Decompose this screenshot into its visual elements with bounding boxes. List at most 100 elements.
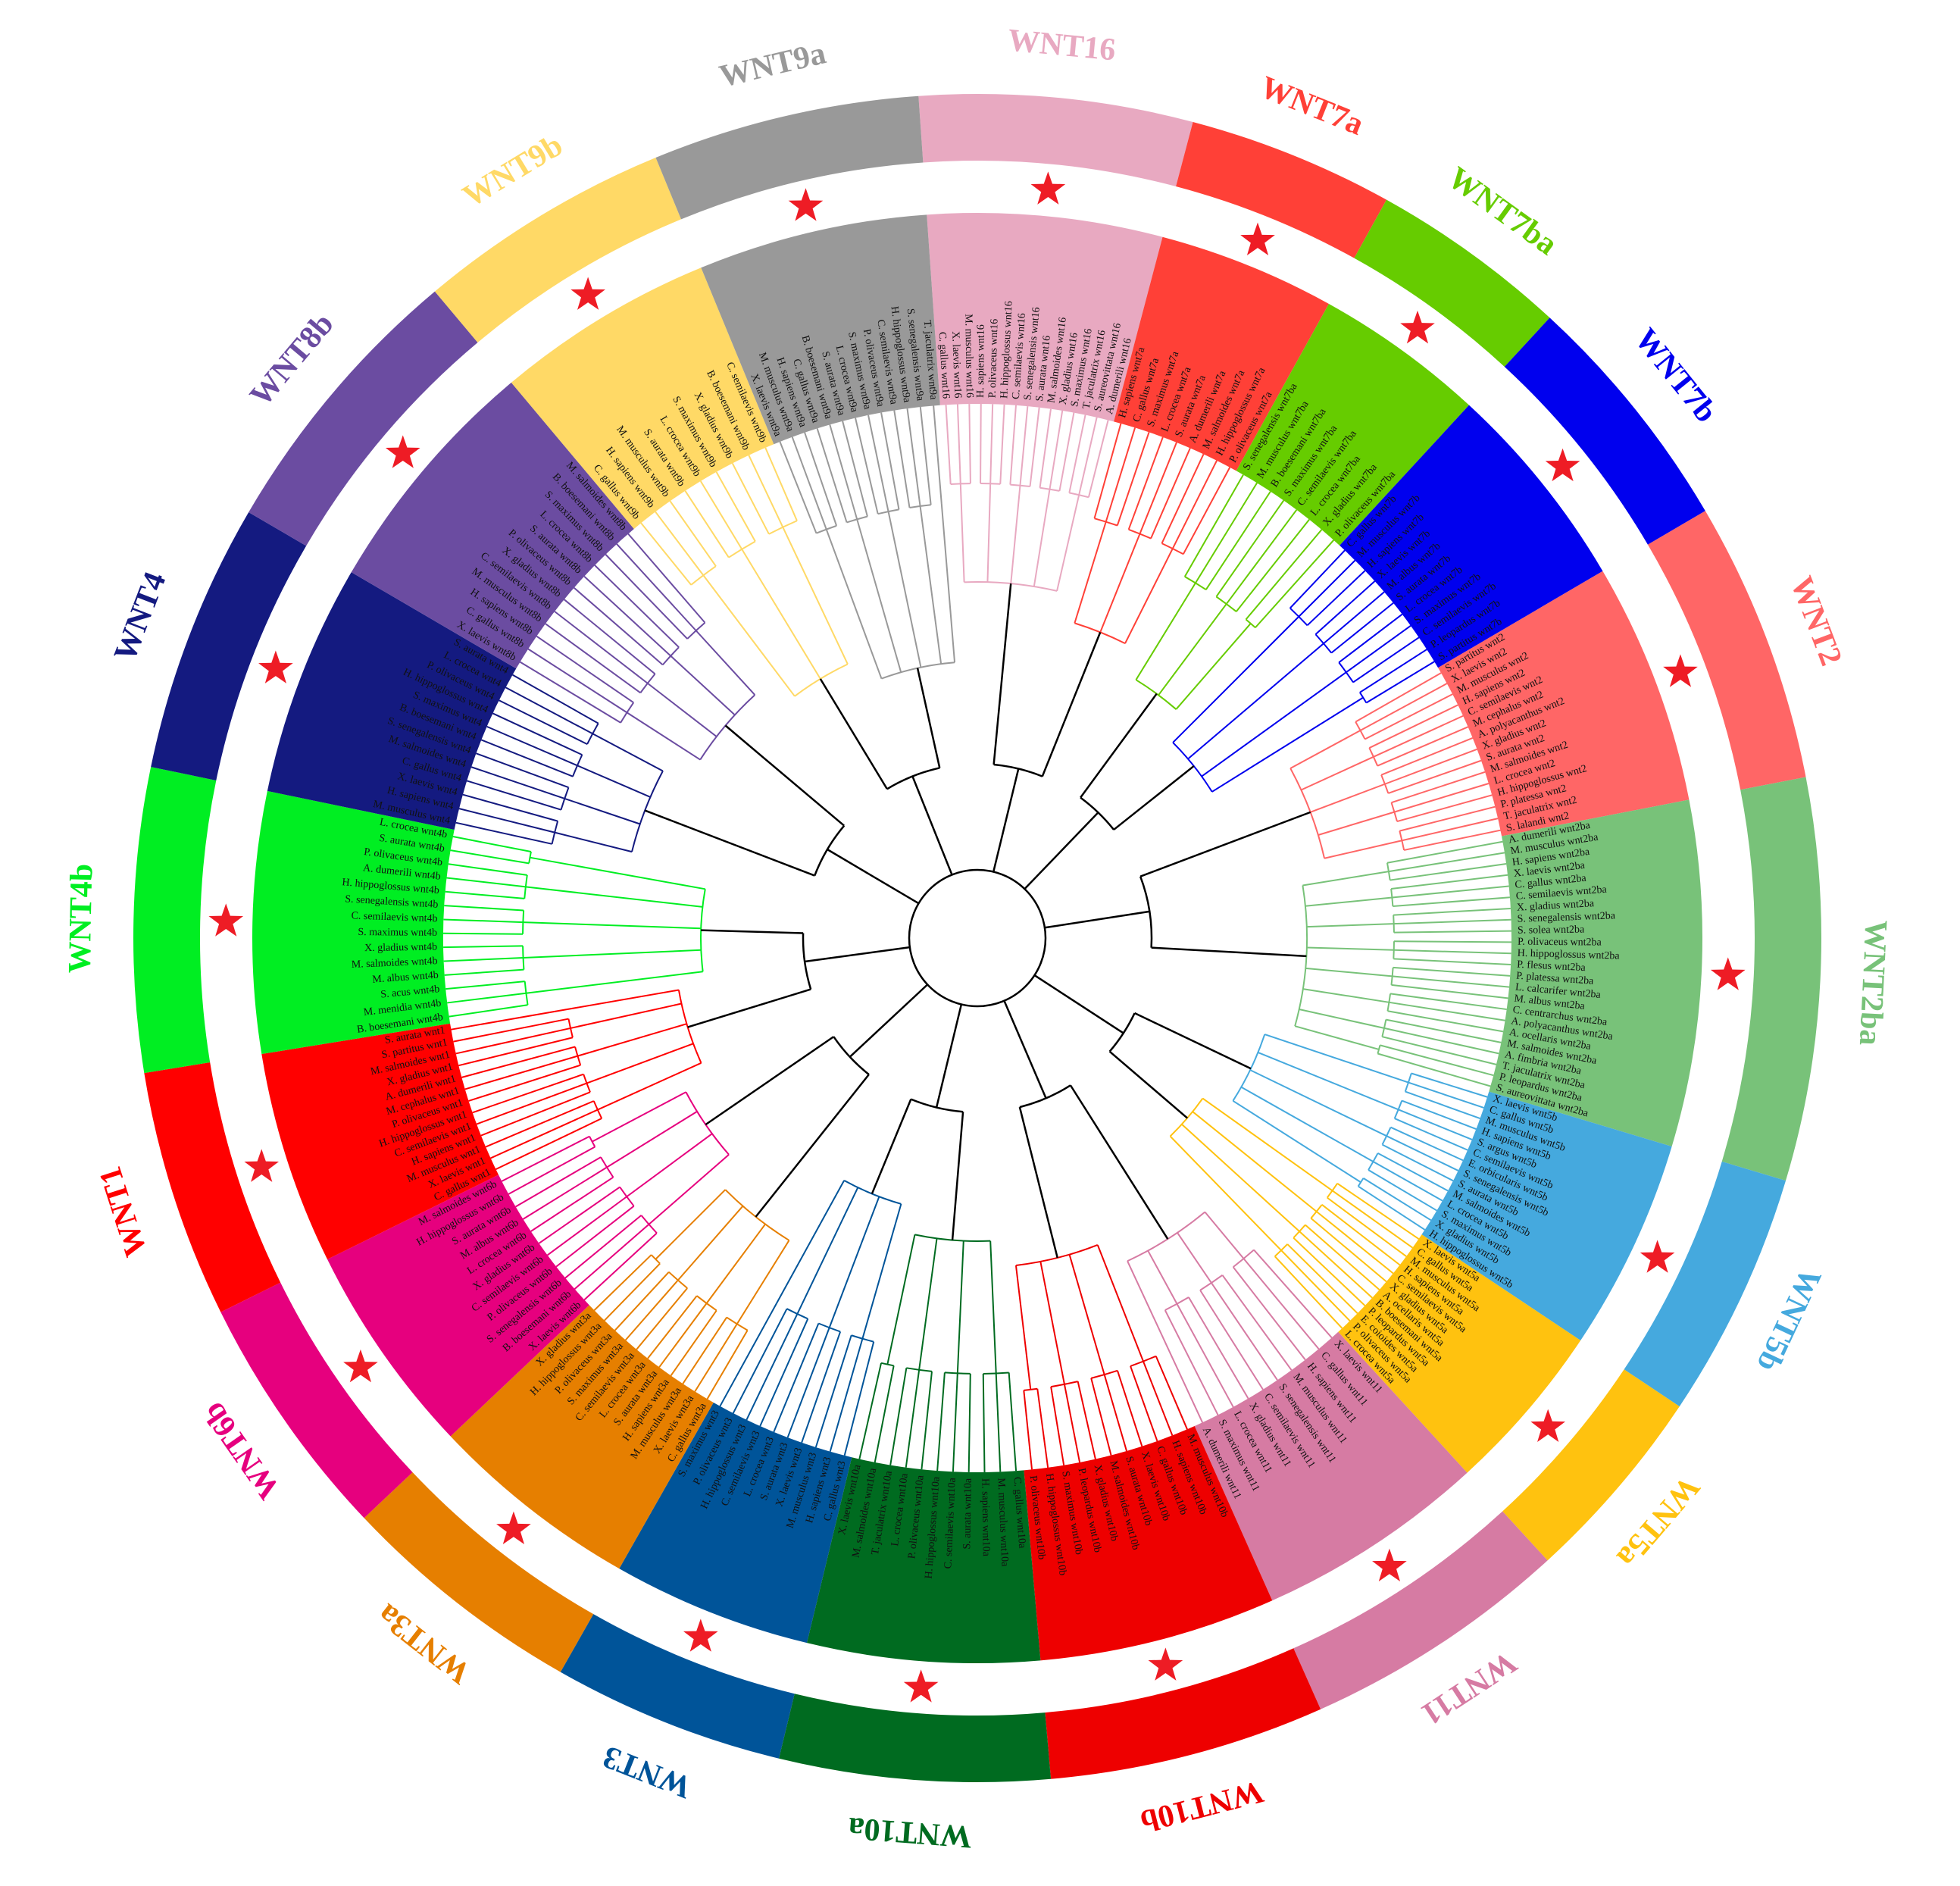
- branch: [1286, 1243, 1358, 1314]
- branch: [858, 1362, 883, 1459]
- branch: [919, 505, 942, 665]
- branch: [1368, 1153, 1379, 1171]
- branch: [523, 949, 702, 959]
- branch: [1393, 949, 1511, 955]
- branch: [577, 765, 651, 798]
- backbone-branch: [993, 583, 1012, 765]
- branch: [1009, 405, 1017, 485]
- branch: [1274, 1243, 1288, 1257]
- branch: [1039, 486, 1060, 492]
- branch: [1187, 643, 1324, 760]
- backbone-branch: [1019, 1084, 1071, 1109]
- branch: [1405, 1090, 1480, 1120]
- leaf-label: P. olivaceus wnt16: [987, 319, 1001, 399]
- branch: [887, 511, 922, 668]
- branch: [779, 441, 817, 534]
- backbone-branch: [993, 768, 1020, 872]
- branch: [605, 554, 688, 640]
- branch: [696, 1295, 717, 1312]
- branch: [444, 968, 524, 976]
- branch: [940, 503, 956, 663]
- leaf-label: S. senegalensis wnt4b: [345, 893, 439, 910]
- branch: [1175, 623, 1252, 710]
- branch: [1362, 1178, 1432, 1221]
- leaf-label: M. musculus wnt10a: [995, 1478, 1010, 1567]
- branch: [476, 752, 569, 789]
- branch: [505, 687, 593, 735]
- branch: [554, 611, 649, 684]
- branch: [1199, 1275, 1224, 1291]
- branch: [1183, 474, 1244, 577]
- branch: [1232, 1099, 1361, 1184]
- branch: [476, 1082, 587, 1125]
- branches: [443, 404, 1511, 1472]
- branch: [1211, 696, 1364, 793]
- inner-sector: [1114, 236, 1329, 471]
- branch: [1130, 1365, 1158, 1442]
- branch: [530, 1176, 614, 1232]
- branch: [1169, 1135, 1282, 1251]
- outer-ring-segment: [434, 158, 682, 343]
- branch: [1393, 918, 1511, 925]
- backbone-branch: [644, 809, 815, 877]
- branch: [804, 432, 838, 527]
- branch: [616, 543, 697, 631]
- branch: [620, 702, 635, 724]
- branch: [1302, 871, 1390, 887]
- branch: [1243, 1258, 1320, 1350]
- root-ring: [908, 868, 1047, 1008]
- branch: [447, 992, 527, 1004]
- branch: [1245, 618, 1256, 629]
- branch: [470, 766, 565, 799]
- branch: [980, 404, 982, 484]
- branch: [455, 821, 552, 845]
- leaf-label: S. acus wnt4b: [380, 984, 440, 1000]
- backbone-branch: [1018, 1106, 1058, 1259]
- branch: [776, 1180, 846, 1304]
- outer-ring-segment: [1045, 1648, 1321, 1779]
- branch: [956, 1240, 964, 1374]
- branch: [1380, 1044, 1494, 1077]
- branch: [1358, 1185, 1426, 1231]
- branch: [670, 1309, 717, 1377]
- outer-ring-segment: [144, 1062, 281, 1312]
- branch: [1280, 1250, 1351, 1321]
- outer-ring-segment: [151, 511, 307, 780]
- backbone-branch: [1134, 1012, 1252, 1070]
- branch: [655, 511, 705, 576]
- branch: [1240, 1086, 1374, 1162]
- branch: [1215, 596, 1237, 612]
- leaf-label: P. platessa wnt2ba: [1516, 971, 1595, 987]
- branch: [1394, 1118, 1468, 1151]
- star: [1400, 310, 1435, 344]
- branch: [480, 739, 574, 777]
- branch: [861, 1203, 902, 1339]
- star: [570, 277, 605, 310]
- branch: [1068, 414, 1086, 493]
- branch: [530, 856, 705, 890]
- outer-ring-segment: [1647, 511, 1806, 790]
- branch: [1298, 559, 1356, 618]
- branch: [453, 1018, 569, 1043]
- backbone-branch: [1139, 811, 1311, 877]
- branch: [732, 1308, 788, 1414]
- branch: [677, 1206, 744, 1281]
- inner-sector: [806, 1457, 1041, 1663]
- branch: [906, 408, 921, 507]
- branch: [574, 1046, 582, 1065]
- branch: [570, 1002, 682, 1029]
- branch: [1314, 580, 1376, 635]
- branch: [1336, 1182, 1420, 1240]
- branch: [1143, 1361, 1174, 1436]
- branch: [1373, 715, 1464, 758]
- branch: [527, 648, 628, 714]
- inner-sector: [450, 1305, 714, 1569]
- leaf-label: H. hippoglossus wnt16: [999, 301, 1014, 399]
- branch: [1392, 975, 1510, 988]
- branch: [1135, 582, 1196, 680]
- branch: [499, 699, 588, 746]
- branch: [594, 565, 680, 648]
- branch: [786, 1308, 808, 1320]
- branch: [855, 418, 879, 515]
- branch: [1382, 1036, 1497, 1065]
